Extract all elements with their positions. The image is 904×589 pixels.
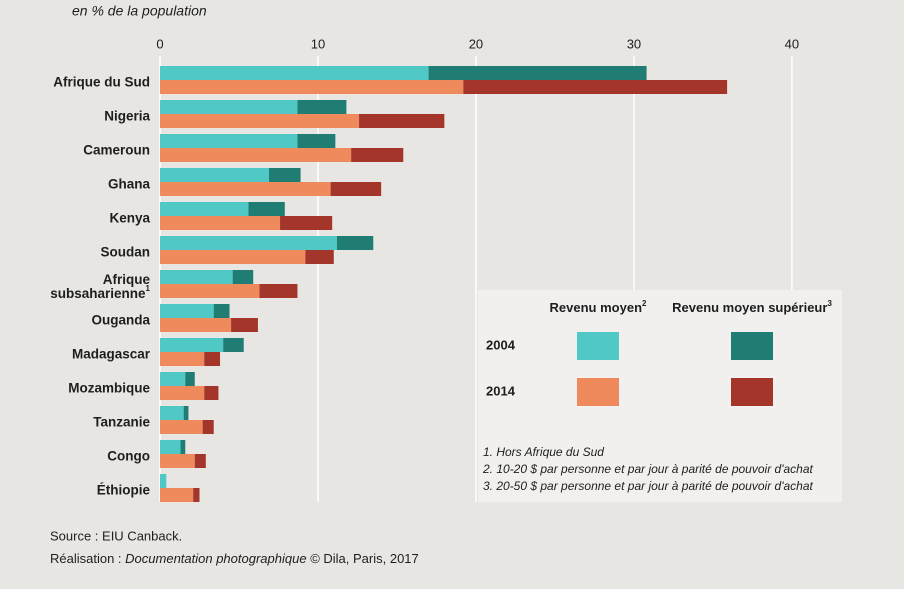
bar-segment <box>202 420 214 434</box>
bar-segment <box>160 304 214 318</box>
category-label: Éthiopie <box>97 483 151 498</box>
credit-part: Réalisation : <box>50 551 125 566</box>
legend-note: 2 <box>642 299 647 308</box>
footnote: 1. Hors Afrique du Sud <box>483 445 604 459</box>
bar-segment <box>248 202 285 216</box>
bar-segment <box>231 318 258 332</box>
credit-part: Documentation photographique <box>125 551 306 566</box>
bar-segment <box>160 406 184 420</box>
bar-segment <box>305 250 334 264</box>
bar-segment <box>223 338 244 352</box>
bar-segment <box>160 250 306 264</box>
bar-segment <box>160 66 429 80</box>
bar-segment <box>297 134 336 148</box>
legend-swatch <box>731 378 773 406</box>
bar-segment <box>428 66 647 80</box>
bar-segment <box>160 216 281 230</box>
bar-segment <box>232 270 254 284</box>
bar-segment <box>160 270 233 284</box>
legend-swatch <box>731 332 773 360</box>
bar-segment <box>185 372 195 386</box>
category-label: Afrique subsaharienne1 <box>50 272 150 301</box>
category-note: 1 <box>146 284 151 293</box>
bar-segment <box>160 202 249 216</box>
bar-segment <box>194 454 206 468</box>
bar-segment <box>160 318 232 332</box>
legend-swatch <box>577 378 619 406</box>
bar-segment <box>160 420 203 434</box>
bar-segment <box>160 134 298 148</box>
category-label: Ghana <box>108 177 151 192</box>
bar-segment <box>180 440 186 454</box>
bar-segment <box>160 386 205 400</box>
bar-segment <box>160 440 181 454</box>
bar-segment <box>463 80 728 94</box>
bar-segment <box>183 406 189 420</box>
bar-segment <box>160 488 194 502</box>
bar-segment <box>160 352 205 366</box>
bar-segment <box>259 284 298 298</box>
category-label: Cameroun <box>83 143 150 158</box>
footnote: 2. 10-20 $ par personne et par jour à pa… <box>482 462 814 476</box>
bar-segment <box>160 372 186 386</box>
footnote: 3. 20-50 $ par personne et par jour à pa… <box>483 479 814 493</box>
legend-note: 3 <box>827 299 832 308</box>
bar-segment <box>359 114 445 128</box>
category-line: subsaharienne <box>50 286 146 301</box>
bar-segment <box>160 338 224 352</box>
bar-segment <box>160 474 167 488</box>
bar-segment <box>160 148 352 162</box>
category-label: Afrique du Sud <box>53 75 150 90</box>
category-label: Mozambique <box>68 381 150 396</box>
legend-level: Revenu moyen <box>550 300 643 315</box>
legend-header: Revenu moyen supérieur3 <box>672 299 832 315</box>
bar-segment <box>160 80 464 94</box>
category-line: Afrique <box>103 272 151 287</box>
category-label: Kenya <box>109 211 150 226</box>
axis-label: en % de la population <box>72 3 207 19</box>
bar-segment <box>160 100 298 114</box>
bar-segment <box>297 100 347 114</box>
bar-segment <box>160 182 331 196</box>
bar-segment <box>213 304 230 318</box>
credit-part: © Dila, Paris, 2017 <box>307 551 419 566</box>
legend-year: 2004 <box>486 337 516 352</box>
category-label: Madagascar <box>72 347 151 362</box>
category-label: Nigeria <box>104 109 150 124</box>
legend-swatch <box>577 332 619 360</box>
bar-segment <box>280 216 333 230</box>
bar-segment <box>351 148 404 162</box>
bar-segment <box>330 182 382 196</box>
source: Source : EIU Canback. <box>50 528 182 543</box>
bar-segment <box>204 386 219 400</box>
category-label: Tanzanie <box>93 415 150 430</box>
x-tick-label: 0 <box>156 36 163 51</box>
credit: Réalisation : Documentation photographiq… <box>50 551 419 566</box>
x-tick-label: 20 <box>469 36 483 51</box>
legend-year: 2014 <box>486 383 516 398</box>
x-tick-label: 30 <box>627 36 641 51</box>
legend-level: Revenu moyen supérieur <box>672 300 827 315</box>
bar-segment <box>160 284 260 298</box>
bar-segment <box>160 236 337 250</box>
bar-segment <box>204 352 221 366</box>
category-label: Ouganda <box>91 313 150 328</box>
legend-box <box>478 290 842 502</box>
bar-segment <box>193 488 200 502</box>
category-label: Soudan <box>101 245 151 260</box>
category-label: Congo <box>107 449 150 464</box>
x-tick-label: 10 <box>311 36 325 51</box>
bar-segment <box>269 168 301 182</box>
x-tick-label: 40 <box>785 36 799 51</box>
bar-segment <box>160 454 195 468</box>
legend-header: Revenu moyen2 <box>550 299 647 315</box>
bar-segment <box>336 236 374 250</box>
bar-segment <box>160 114 360 128</box>
bar-segment <box>160 168 270 182</box>
